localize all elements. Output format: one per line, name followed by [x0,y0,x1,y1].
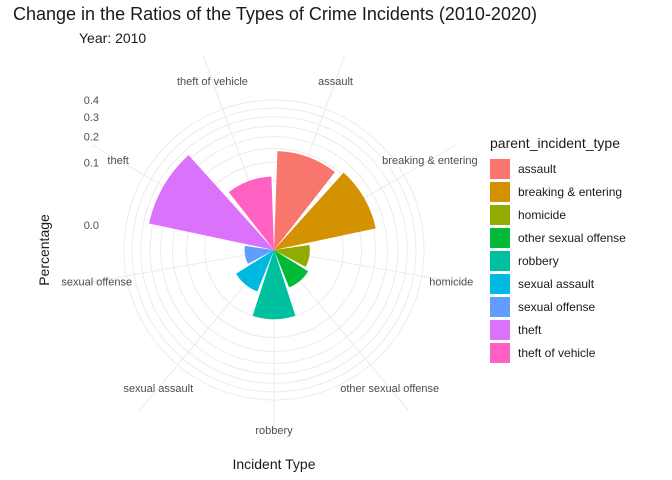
legend-item: theft [490,318,626,341]
y-tick-label: 0.2 [84,132,99,144]
legend-label: assault [518,161,557,176]
legend-item: breaking & entering [490,180,626,203]
bar-theft [149,155,274,250]
chart-title: Change in the Ratios of the Types of Cri… [13,4,537,24]
bar-homicide [274,245,310,267]
legend-label: breaking & entering [518,184,623,199]
legend-label: theft of vehicle [518,345,596,360]
category-label: robbery [255,425,293,437]
y-tick-label: 0.3 [84,112,99,124]
legend-key [490,342,510,363]
chart-subtitle: Year: 2010 [79,30,147,46]
bar-other-sexual-offense [274,250,309,288]
legend-key [490,250,510,271]
bar-sexual-assault [236,250,274,292]
legend-item: assault [490,157,626,180]
legend-label: homicide [518,207,567,222]
legend-key [490,319,510,340]
bar-theft-of-vehicle [228,176,274,250]
category-label: other sexual offense [340,383,439,395]
legend-key [490,181,510,202]
legend-item: other sexual offense [490,226,626,249]
x-axis-label: Incident Type [232,456,315,472]
legend-item: sexual assault [490,272,626,295]
y-tick-label: 0.0 [84,220,99,232]
category-label: homicide [429,276,473,288]
legend-title: parent_incident_type [490,135,620,151]
category-label: breaking & entering [382,155,477,167]
grid-spoke [67,249,275,287]
legend-label: theft [518,322,542,337]
legend-item: robbery [490,249,626,272]
bar-breaking-entering [274,172,376,250]
category-label: assault [318,76,353,88]
y-tick-label: 0.1 [84,158,99,170]
legend-label: other sexual offense [518,230,626,245]
legend-item: homicide [490,203,626,226]
legend-key [490,273,510,294]
legend: parent_incident_type assault breaking & e… [490,135,626,364]
legend-key [490,296,510,317]
category-label: sexual offense [61,276,132,288]
bar-assault [274,151,335,250]
legend-item: theft of vehicle [490,341,626,364]
legend-key [490,204,510,225]
legend-label: sexual offense [518,299,596,314]
legend-label: sexual assault [518,276,595,291]
category-label: theft of vehicle [177,76,248,88]
legend-label: robbery [518,253,559,268]
legend-key [490,158,510,179]
bar-sexual-offense [244,245,274,264]
y-axis-label: Percentage [36,214,52,286]
category-label: sexual assault [123,383,193,395]
y-tick-label: 0.4 [84,95,99,107]
legend-item: sexual offense [490,295,626,318]
bar-robbery [252,250,296,320]
legend-key [490,227,510,248]
category-label: theft [107,155,128,167]
